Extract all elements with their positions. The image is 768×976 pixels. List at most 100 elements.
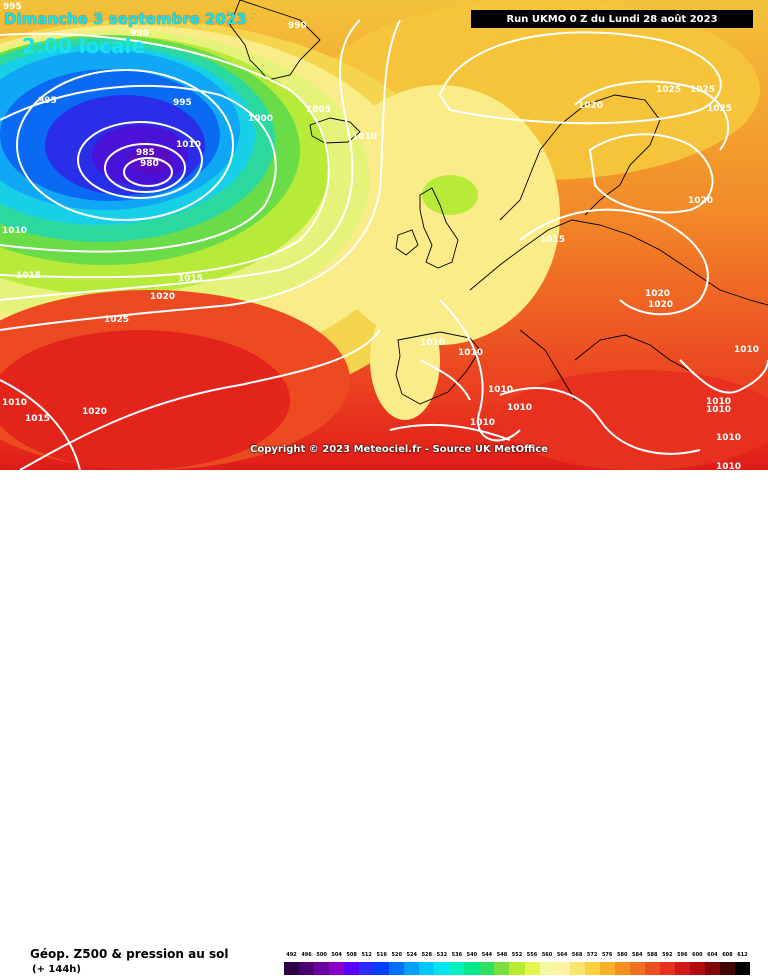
scale-label: 588 bbox=[647, 952, 658, 958]
scale-label: 532 bbox=[436, 952, 448, 958]
isobar-label: 1000 bbox=[248, 114, 273, 124]
scale-label: 520 bbox=[391, 952, 402, 958]
isobar-label: 1010 bbox=[706, 397, 731, 407]
isobar-label: 1015 bbox=[178, 274, 203, 284]
scale-label: 612 bbox=[737, 952, 748, 958]
scale-label: 552 bbox=[511, 952, 523, 958]
isobar-label: 1010 bbox=[716, 433, 741, 443]
isobar-label: 1025 bbox=[656, 85, 681, 95]
forecast-map: 9959909909959859801000100510109951010101… bbox=[0, 0, 768, 470]
isobar-label: 1025 bbox=[707, 104, 732, 114]
scale-label: 576 bbox=[601, 952, 613, 958]
scale-label: 496 bbox=[301, 952, 312, 958]
scale-swatch bbox=[674, 962, 690, 975]
scale-swatch bbox=[404, 962, 420, 975]
scale-label: 536 bbox=[451, 952, 463, 958]
scale-label: 548 bbox=[496, 952, 508, 958]
scale-label: 568 bbox=[571, 952, 583, 958]
scale-label: 540 bbox=[466, 952, 478, 958]
scale-label: 592 bbox=[662, 952, 673, 958]
isobar-label: 1020 bbox=[150, 292, 175, 302]
scale-swatches bbox=[284, 962, 750, 975]
scale-label: 508 bbox=[346, 952, 357, 958]
isobar-label: 1020 bbox=[645, 289, 670, 299]
scale-swatch bbox=[359, 962, 375, 975]
copyright-notice: Copyright © 2023 Meteociel.fr - Source U… bbox=[250, 444, 549, 455]
coastlines bbox=[229, 0, 768, 405]
isobar-label: 1020 bbox=[578, 101, 603, 111]
isobar-label: 995 bbox=[173, 98, 192, 108]
isobar-label: 1010 bbox=[352, 132, 377, 142]
scale-label: 492 bbox=[286, 952, 297, 958]
isobar-label: 1010 bbox=[2, 398, 27, 408]
scale-label: 600 bbox=[692, 952, 703, 958]
scale-swatch bbox=[524, 962, 540, 975]
isobar-label: 1015 bbox=[16, 271, 41, 281]
forecast-date: Dimanche 3 septembre 2023 bbox=[4, 10, 247, 28]
scale-label: 564 bbox=[556, 952, 568, 958]
isobar-label: 990 bbox=[288, 21, 307, 31]
scale-label: 580 bbox=[616, 952, 628, 958]
isobar-labels: 9959909909959859801000100510109951010101… bbox=[2, 2, 759, 470]
scale-swatch bbox=[539, 962, 555, 975]
isobar-label: 1005 bbox=[306, 105, 331, 115]
isobar-label: 1010 bbox=[2, 226, 27, 236]
scale-swatch bbox=[614, 962, 630, 975]
scale-label: 596 bbox=[677, 952, 688, 958]
scale-swatch bbox=[509, 962, 525, 975]
isobar-lines bbox=[0, 19, 768, 470]
isobar-label: 1020 bbox=[688, 196, 713, 206]
scale-swatch bbox=[479, 962, 495, 975]
scale-label: 524 bbox=[406, 952, 417, 958]
scale-label: 544 bbox=[481, 952, 493, 958]
isobar-label: 985 bbox=[136, 148, 155, 158]
scale-labels: 492 496 500 504 508 512 516 520 524 528 532 536 540 5… bbox=[284, 950, 750, 960]
isobar-label: 1010 bbox=[176, 140, 201, 150]
isobar-label: 1015 bbox=[25, 414, 50, 424]
scale-swatch bbox=[734, 962, 750, 975]
isobar-label: 1010 bbox=[734, 345, 759, 355]
scale-label: 516 bbox=[376, 952, 387, 958]
scale-swatch bbox=[449, 962, 465, 975]
z500-field bbox=[0, 0, 768, 470]
isobar-label: 1010 bbox=[507, 403, 532, 413]
scale-label: 528 bbox=[421, 952, 433, 958]
forecast-time: 2:00 locale bbox=[22, 34, 146, 58]
scale-swatch bbox=[644, 962, 660, 975]
scale-swatch bbox=[554, 962, 570, 975]
scale-swatch bbox=[629, 962, 645, 975]
isobar-label: 1010 bbox=[470, 418, 495, 428]
scale-label: 500 bbox=[316, 952, 327, 958]
scale-label: 560 bbox=[541, 952, 553, 958]
scale-swatch bbox=[569, 962, 585, 975]
scale-label: 556 bbox=[526, 952, 538, 958]
scale-swatch bbox=[434, 962, 450, 975]
scale-swatch bbox=[584, 962, 600, 975]
isobar-label: 1010 bbox=[488, 385, 513, 395]
scale-swatch bbox=[464, 962, 480, 975]
map-footer: Géop. Z500 & pression au sol (+ 144h) 49… bbox=[0, 470, 768, 975]
scale-label: 572 bbox=[586, 952, 598, 958]
product-name: Géop. Z500 & pression au sol bbox=[30, 947, 229, 961]
model-run-label: Run UKMO 0 Z du Lundi 28 août 2023 bbox=[471, 10, 753, 28]
scale-swatch bbox=[374, 962, 390, 975]
scale-swatch bbox=[344, 962, 360, 975]
scale-swatch bbox=[329, 962, 345, 975]
isobar-label: 995 bbox=[38, 96, 57, 106]
scale-swatch bbox=[284, 962, 300, 975]
scale-swatch bbox=[314, 962, 330, 975]
isobar-label: 990 bbox=[130, 29, 149, 39]
scale-swatch bbox=[389, 962, 405, 975]
scale-swatch bbox=[689, 962, 705, 975]
scale-label: 504 bbox=[331, 952, 342, 958]
color-scale-legend: 492 496 500 504 508 512 516 520 524 528 532 536 540 5… bbox=[284, 950, 750, 976]
scale-label: 512 bbox=[361, 952, 372, 958]
scale-label: 604 bbox=[707, 952, 718, 958]
isobar-label: 1025 bbox=[690, 85, 715, 95]
scale-label: 584 bbox=[632, 952, 643, 958]
isobar-label: 1010 bbox=[458, 348, 483, 358]
scale-swatch bbox=[704, 962, 720, 975]
scale-swatch bbox=[599, 962, 615, 975]
isobar-label: 1015 bbox=[540, 235, 565, 245]
isobar-label: 995 bbox=[3, 2, 22, 12]
